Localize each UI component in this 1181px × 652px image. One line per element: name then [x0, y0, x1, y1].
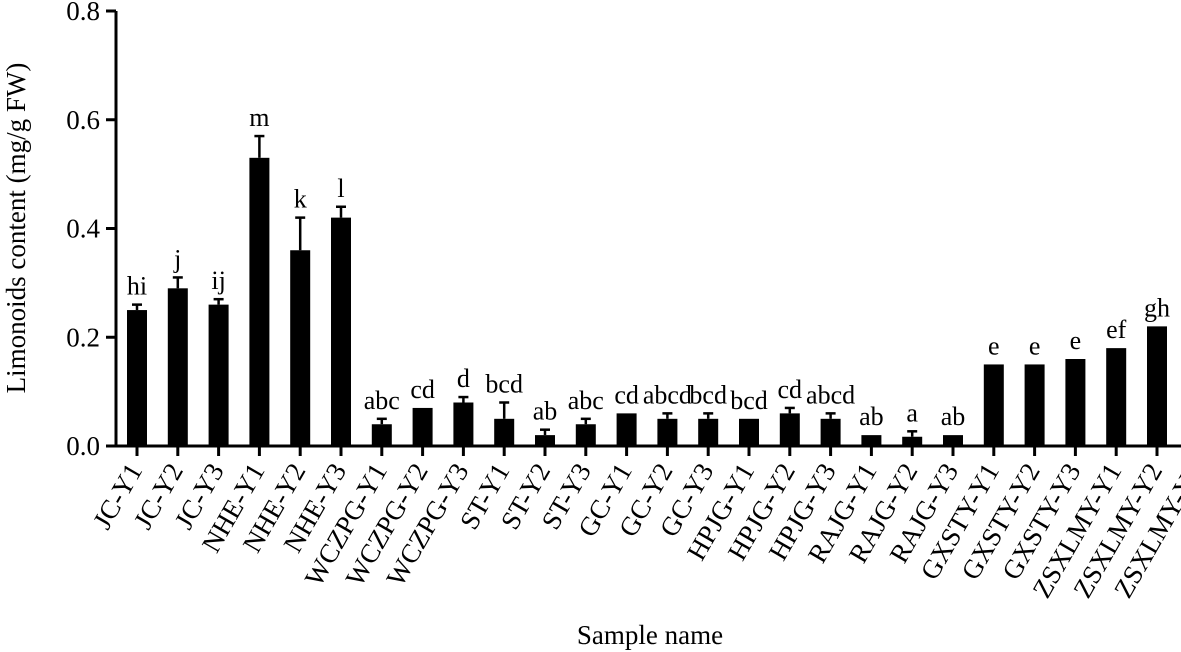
significance-label: abc — [568, 386, 604, 415]
significance-label: e — [1029, 331, 1041, 360]
significance-label: a — [906, 398, 918, 427]
x-axis: JC-Y1JC-Y2JC-Y3NHE-Y1NHE-Y2NHE-Y3WCZPG-Y… — [87, 444, 1181, 603]
significance-label: abcd — [643, 380, 692, 409]
significance-label: ij — [211, 266, 225, 295]
significance-label: d — [457, 364, 470, 393]
significance-label: hi — [127, 272, 147, 301]
bar — [371, 424, 392, 446]
y-axis: 0.0 0.2 0.4 0.6 0.8 — [66, 0, 118, 461]
significance-label: e — [1070, 326, 1082, 355]
significance-label: cd — [614, 380, 639, 409]
y-tick-label: 0.6 — [66, 105, 100, 135]
error-bar — [213, 297, 224, 305]
significance-label: ab — [533, 397, 558, 426]
error-bar — [132, 303, 142, 311]
significance-label: ab — [859, 402, 884, 431]
significance-label: abcd — [806, 380, 855, 409]
significance-label: l — [337, 174, 344, 203]
bar — [779, 413, 800, 446]
significance-label: e — [988, 331, 1000, 360]
bar — [1106, 348, 1127, 446]
y-tick-label: 0.2 — [66, 322, 100, 352]
bar — [127, 310, 147, 446]
bar — [331, 217, 351, 446]
significance-label: cd — [778, 375, 803, 404]
error-bar — [825, 412, 836, 419]
significance-label: bcd — [730, 386, 768, 415]
bars-group — [127, 157, 1167, 446]
bar — [249, 157, 270, 446]
bar — [453, 402, 474, 446]
bar — [657, 418, 678, 446]
error-bar — [295, 216, 306, 251]
significance-label: abc — [364, 386, 400, 415]
bar — [575, 424, 596, 446]
significance-label: m — [249, 103, 269, 132]
bar — [290, 250, 311, 446]
bar — [902, 436, 923, 446]
error-bars-group — [132, 134, 918, 437]
bar — [494, 418, 515, 446]
error-bar — [907, 430, 918, 437]
bar — [983, 364, 1004, 446]
significance-label: ab — [941, 402, 966, 431]
bar — [208, 304, 229, 446]
significance-label: cd — [410, 375, 435, 404]
y-tick-label: 0.4 — [66, 214, 100, 244]
bar — [698, 418, 719, 446]
x-axis-title: Sample name — [577, 620, 723, 650]
error-bar — [172, 276, 183, 289]
significance-label: j — [173, 244, 181, 273]
bar — [1147, 326, 1167, 446]
significance-label: ef — [1106, 315, 1127, 344]
error-bar — [376, 417, 387, 425]
y-tick-label: 0.8 — [66, 0, 100, 26]
error-bar — [336, 205, 346, 218]
error-bar — [254, 134, 265, 158]
error-bar — [499, 401, 510, 419]
error-bar — [784, 406, 795, 414]
bar — [943, 435, 963, 446]
bar — [167, 288, 188, 446]
y-axis-title: Limonoids content (mg/g FW) — [1, 63, 31, 394]
error-bar — [662, 412, 673, 419]
significance-label: bcd — [485, 370, 523, 399]
bar — [739, 418, 759, 446]
significance-label: k — [294, 185, 307, 214]
significance-label: gh — [1144, 293, 1170, 322]
bar — [535, 435, 555, 446]
bar — [820, 418, 841, 446]
error-bar — [540, 428, 550, 436]
y-tick-label: 0.0 — [66, 431, 100, 461]
bar — [1065, 359, 1086, 446]
bar — [1024, 364, 1045, 446]
error-bar — [580, 417, 591, 425]
error-bar — [458, 395, 469, 403]
significance-label: bcd — [689, 380, 727, 409]
error-bar — [703, 412, 714, 419]
bar — [616, 413, 637, 446]
bar — [412, 407, 433, 446]
bar — [861, 435, 882, 446]
